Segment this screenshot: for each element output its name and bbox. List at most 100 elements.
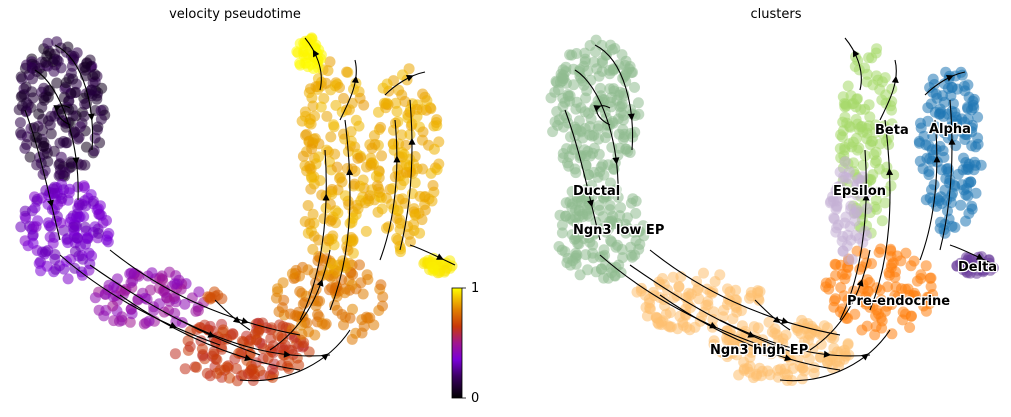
cluster-point [605, 235, 617, 247]
pseudotime-point [230, 363, 242, 375]
pseudotime-point [289, 310, 301, 321]
pseudotime-point [320, 318, 332, 330]
cluster-point [635, 282, 647, 294]
pseudotime-point [414, 227, 426, 239]
pseudotime-point [427, 261, 438, 273]
pseudotime-point [369, 138, 381, 150]
cluster-point [600, 224, 612, 236]
cluster-point [570, 258, 582, 270]
cluster-point [874, 284, 886, 296]
pseudotime-point [190, 305, 202, 317]
right-arrowhead [823, 350, 831, 358]
pseudotime-point [391, 233, 403, 244]
cluster-point [584, 40, 596, 51]
cluster-point [857, 171, 869, 183]
pseudotime-point [277, 321, 289, 332]
cluster-point [570, 247, 582, 259]
cluster-point [620, 143, 632, 155]
cluster-point [910, 290, 922, 302]
cluster-point [625, 197, 637, 209]
left-streamline [34, 69, 80, 201]
colorbar-min-label: 0 [471, 391, 480, 406]
cluster-point [881, 300, 893, 312]
cluster-point [871, 203, 882, 215]
cluster-point [564, 90, 576, 102]
right-streamline [564, 109, 601, 241]
cluster-point [621, 212, 633, 224]
cluster-point [889, 290, 901, 302]
cluster-point [580, 160, 592, 171]
cluster-point [629, 81, 640, 93]
pseudotime-point [306, 143, 318, 155]
cluster-point [657, 273, 668, 284]
cluster-point [573, 66, 585, 77]
pseudotime-point [184, 341, 196, 353]
pseudotime-point [227, 328, 239, 340]
cluster-point [604, 68, 616, 80]
left-arrowhead [87, 113, 95, 121]
cluster-point [972, 111, 984, 123]
cluster-point [580, 249, 592, 261]
pseudotime-point [294, 38, 306, 50]
pseudotime-point [297, 150, 309, 162]
cluster-point [573, 115, 585, 127]
pseudotime-point [428, 143, 440, 155]
cluster-point [960, 252, 972, 263]
pseudotime-point [45, 128, 57, 140]
colorbar [451, 287, 466, 399]
cluster-point [714, 269, 726, 281]
pseudotime-point [76, 159, 87, 171]
cluster-point [702, 299, 714, 311]
pseudotime-point [93, 208, 105, 220]
cluster-point [897, 306, 909, 318]
cluster-point [593, 133, 604, 145]
pseudotime-point [156, 270, 168, 282]
cluster-point [779, 368, 791, 380]
cluster-point [940, 66, 952, 78]
cluster-point [968, 93, 980, 105]
cluster-point [583, 169, 594, 181]
pseudotime-point [365, 152, 377, 164]
pseudotime-point [14, 117, 26, 129]
pseudotime-point [273, 306, 285, 318]
cluster-point [726, 347, 738, 359]
right-arrowhead [948, 137, 956, 145]
cluster-point [754, 286, 766, 297]
cluster-point [959, 85, 971, 97]
pseudotime-point [89, 292, 101, 304]
cluster-point [927, 130, 939, 142]
pseudotime-point [29, 131, 41, 143]
cluster-point [879, 197, 891, 209]
cluster-point [744, 351, 756, 363]
pseudotime-point [353, 120, 365, 132]
left-arrowhead [316, 279, 324, 287]
left-streamline [379, 119, 401, 261]
pseudotime-point [40, 56, 51, 68]
pseudotime-point [335, 171, 346, 183]
cluster-point [581, 85, 593, 97]
cluster-point [926, 184, 937, 196]
pseudotime-point [307, 100, 319, 112]
pseudotime-point [67, 221, 79, 233]
pseudotime-point [324, 56, 336, 68]
cluster-point [569, 163, 581, 175]
cluster-point [927, 196, 939, 208]
cluster-point [828, 342, 840, 354]
cluster-point [849, 61, 861, 72]
cluster-point [681, 321, 693, 333]
pseudotime-point [111, 273, 123, 285]
pseudotime-point [368, 130, 380, 142]
cluster-point [588, 142, 600, 154]
pseudotime-point [199, 319, 211, 331]
pseudotime-point [404, 236, 416, 248]
left-streamline [24, 109, 61, 241]
pseudotime-point [138, 318, 150, 330]
cluster-point [556, 227, 568, 239]
pseudotime-point [107, 300, 119, 312]
pseudotime-point [302, 200, 314, 211]
cluster-point [723, 335, 735, 346]
pseudotime-point [352, 152, 364, 164]
pseudotime-point [67, 73, 79, 85]
pseudotime-point [216, 293, 228, 305]
right-streamline [659, 294, 841, 371]
